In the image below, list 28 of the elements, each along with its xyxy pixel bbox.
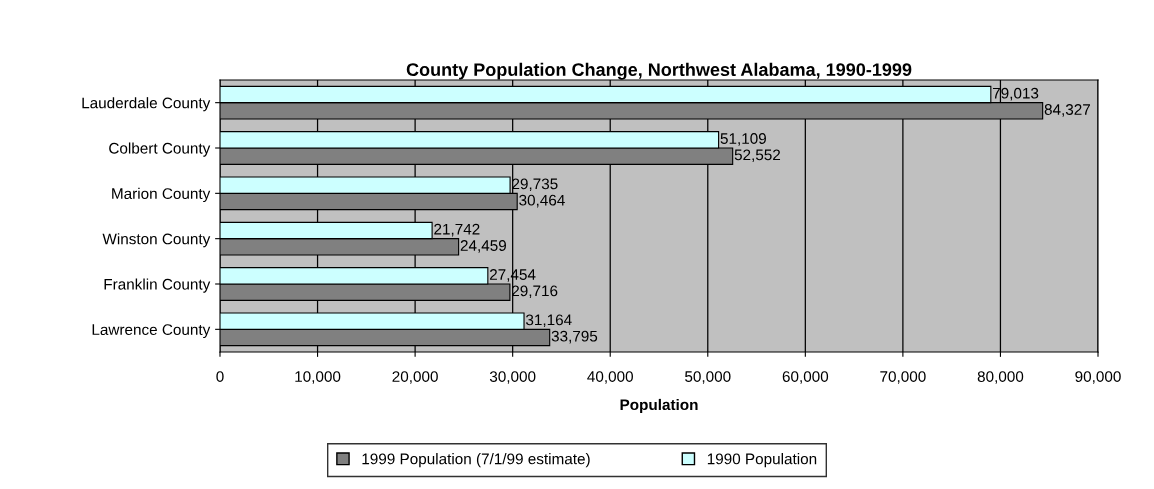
data-label: 52,552 [734, 149, 781, 163]
y-tick-label: Marion County [112, 187, 211, 203]
x-tick-label: 90,000 [1075, 371, 1121, 384]
x-tick-label: 60,000 [782, 371, 829, 384]
data-label: 84,327 [1044, 104, 1091, 117]
x-tick-label: 50,000 [685, 371, 731, 384]
x-tick-label: 70,000 [880, 371, 926, 384]
x-axis-title: Population [620, 398, 698, 414]
x-tick-label: 80,000 [977, 371, 1024, 384]
y-tick-label: Colbert County [109, 142, 211, 157]
data-label: 24,459 [460, 240, 506, 253]
legend-label: 1990 Population [707, 453, 817, 468]
x-tick-label: 0 [216, 371, 224, 382]
data-label: 31,164 [525, 314, 572, 328]
y-tick-label: Lauderdale County [82, 97, 211, 112]
y-tick-label: Franklin County [104, 278, 211, 293]
x-tick-label: 30,000 [489, 371, 536, 384]
data-label: 51,109 [720, 133, 766, 146]
y-tick-label: Lawrence County [92, 324, 211, 339]
y-tick-label: Winston County [102, 233, 211, 248]
x-tick-label: 20,000 [392, 371, 438, 384]
x-tick-label: 10,000 [295, 371, 341, 384]
legend-label: 1999 Population (7/1/99 estimate) [362, 453, 590, 468]
data-label: 33,795 [551, 330, 598, 344]
data-label: 21,742 [434, 223, 480, 237]
data-label: 30,464 [519, 194, 565, 208]
chart-title: County Population Change, Northwest Alabama, 1990-1999 [406, 62, 912, 80]
x-tick-label: 40,000 [587, 371, 633, 384]
